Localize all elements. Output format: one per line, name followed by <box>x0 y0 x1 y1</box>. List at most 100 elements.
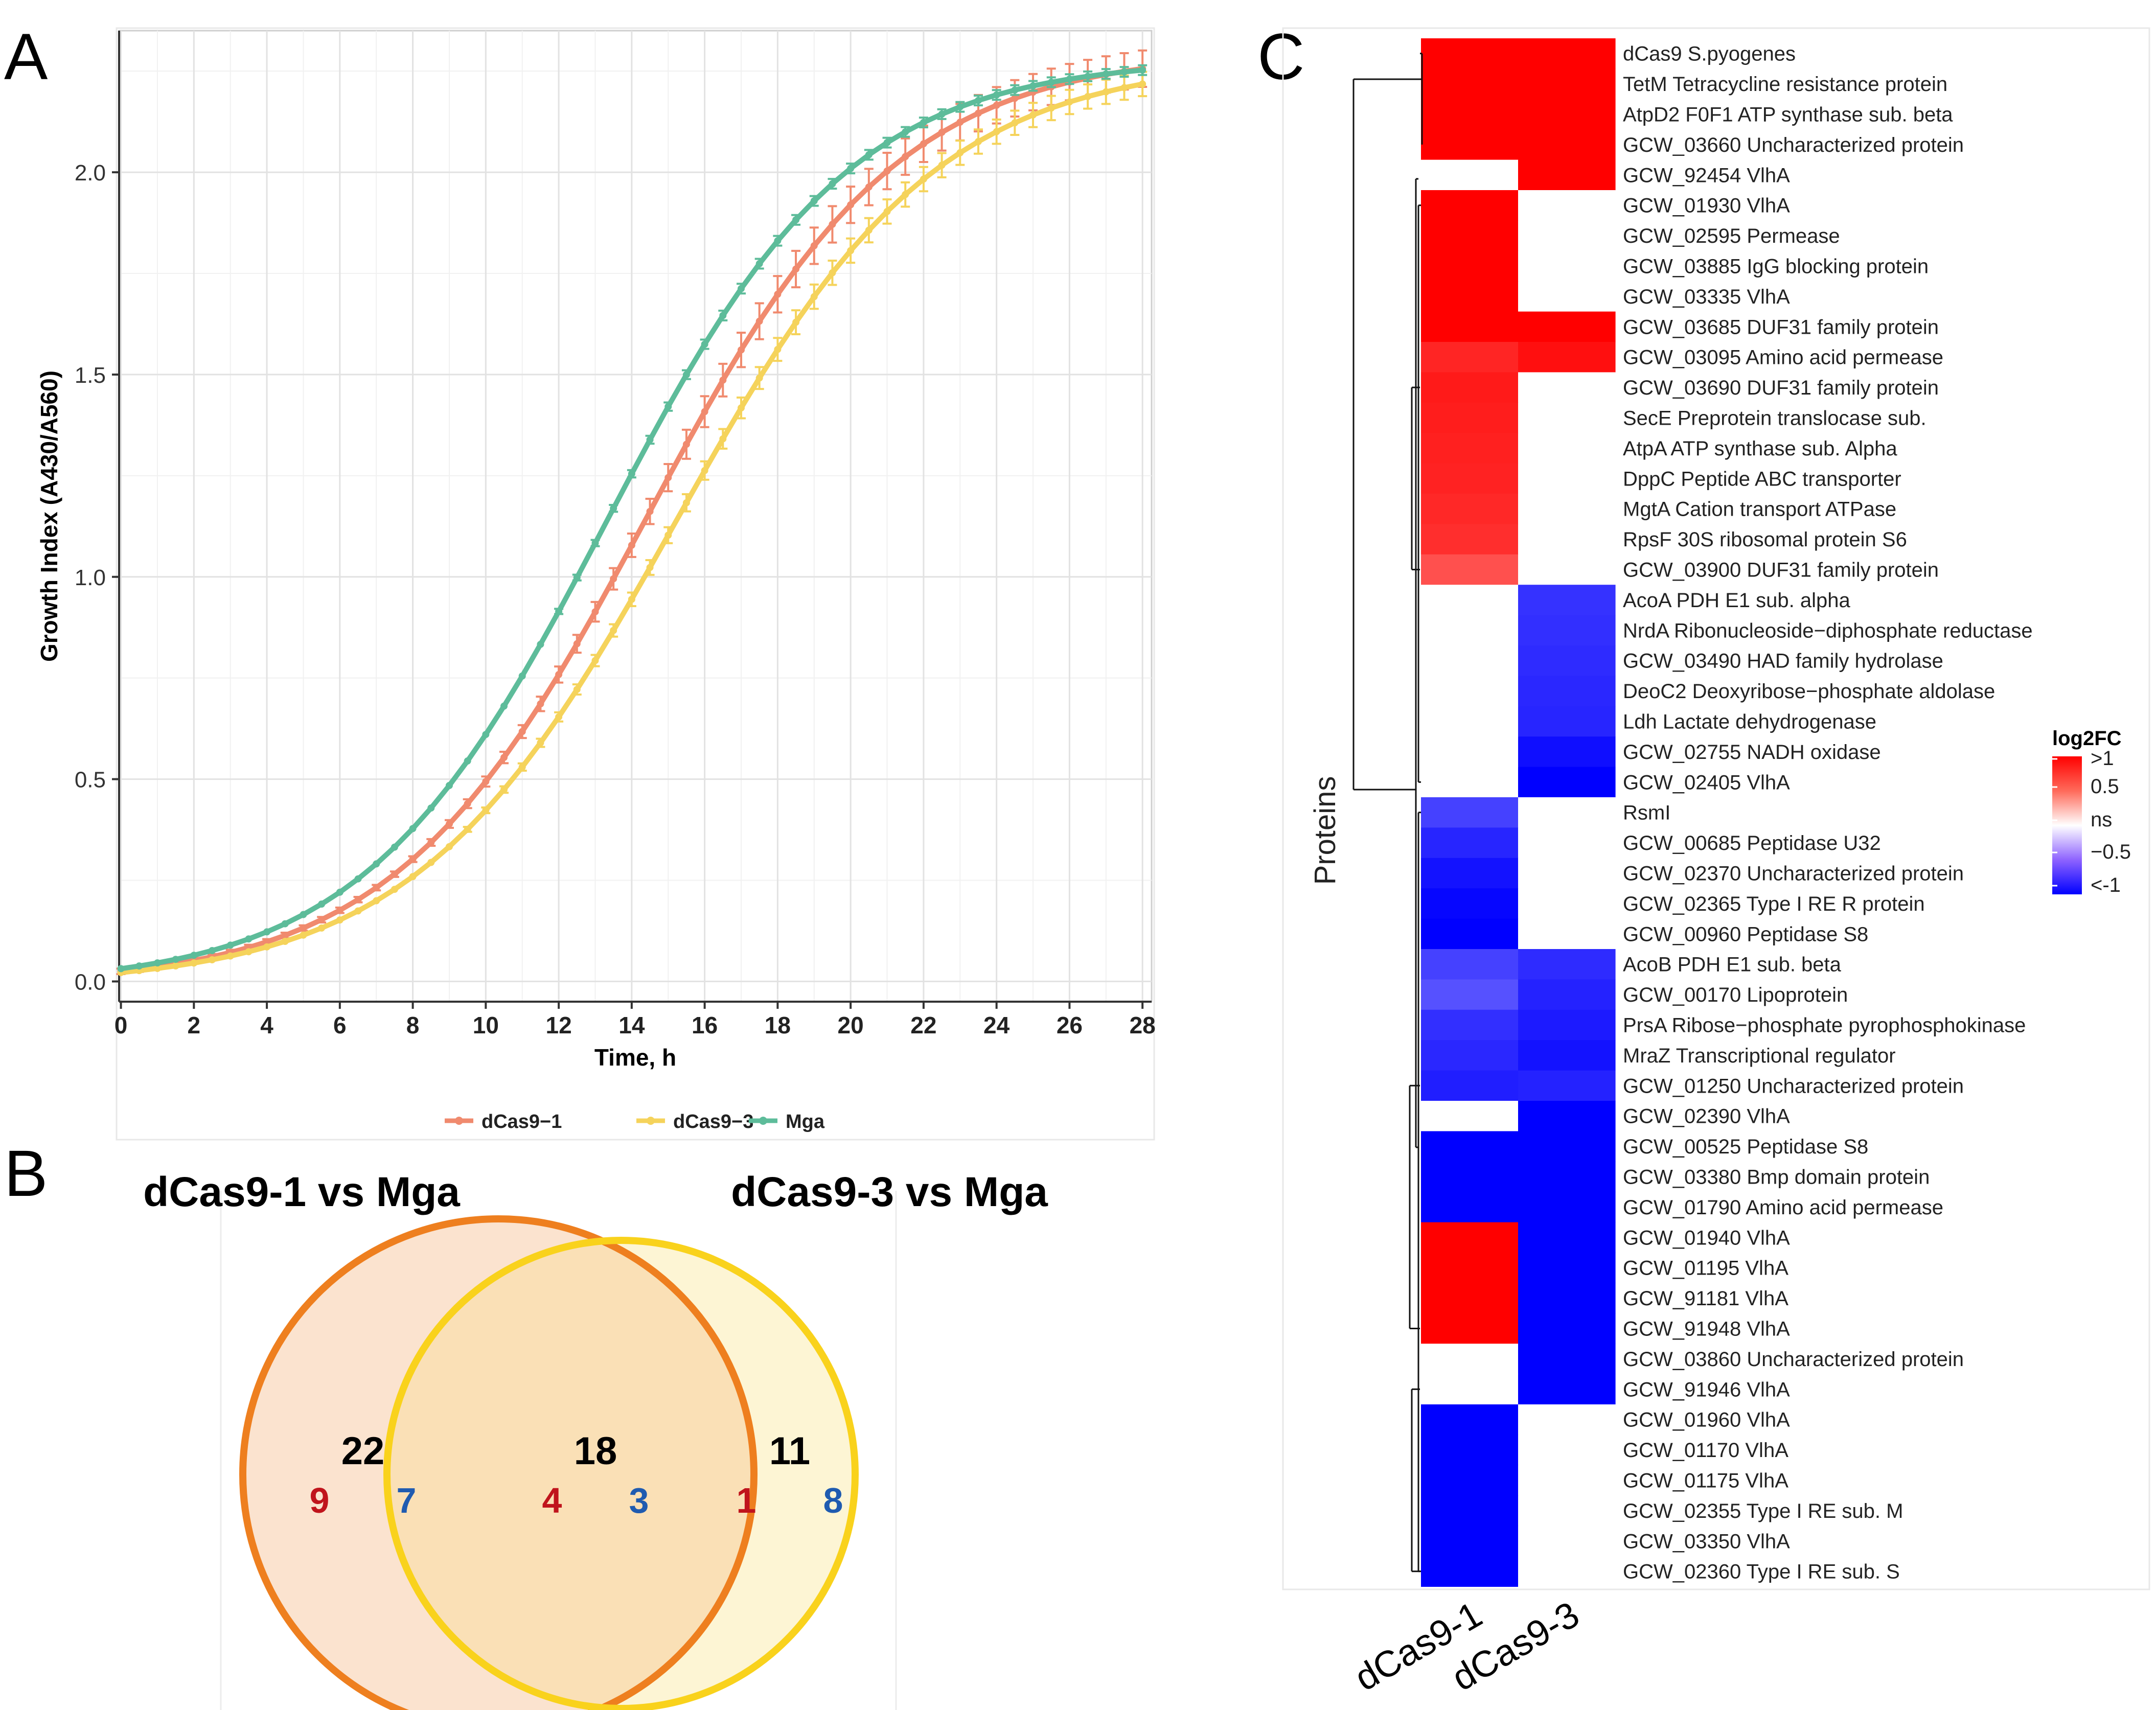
venn-intersection-down: 3 <box>629 1481 649 1520</box>
chart-a-point <box>737 346 745 354</box>
heatmap-cell <box>1518 767 1616 798</box>
heatmap-cell <box>1518 1222 1616 1253</box>
chart-a-point <box>281 938 289 945</box>
chart-a-point <box>755 260 763 268</box>
heatmap-cell <box>1518 1344 1616 1375</box>
chart-a-axes: 0 2 4 6 8 10 12 14 16 18 20 22 24 26 280.00.51.01.52.0 <box>75 31 1156 1038</box>
chart-a-x-tick-label: 20 <box>838 1012 864 1038</box>
heatmap-dendrogram <box>1352 53 1423 1573</box>
heatmap-cell <box>1518 1040 1616 1071</box>
chart-a-point <box>537 739 544 747</box>
chart-a-x-tick-label: 12 <box>546 1012 572 1038</box>
chart-a-point <box>482 806 490 814</box>
heatmap-cell <box>1518 311 1616 342</box>
chart-a-point <box>537 640 544 648</box>
chart-a-point <box>938 128 946 136</box>
heatmap-y-label: Proteins <box>1309 776 1342 885</box>
heatmap-cell <box>1518 1101 1616 1131</box>
heatmap-cell <box>1421 494 1519 524</box>
heatmap-cell <box>1518 190 1616 221</box>
heatmap-cell <box>1421 1040 1519 1071</box>
heatmap-cell <box>1518 494 1616 524</box>
chart-a-point <box>190 952 198 959</box>
heatmap-row-label: GCW_00170 Lipoprotein <box>1623 984 1848 1006</box>
heatmap-row-label: GCW_01940 VlhA <box>1623 1227 1790 1249</box>
heatmap-cell <box>1421 1009 1519 1041</box>
heatmap-row-label: GCW_01250 Uncharacterized protein <box>1623 1075 1964 1097</box>
heatmap-cell <box>1421 949 1519 980</box>
heatmap-row-label: RsmI <box>1623 802 1670 824</box>
chart-a-point <box>865 151 873 158</box>
chart-a-point <box>409 856 417 863</box>
chart-a-point <box>792 265 800 273</box>
chart-a-x-tick-label: 2 <box>188 1012 201 1038</box>
venn-set-2-only-down: 8 <box>823 1481 843 1520</box>
chart-a-point <box>701 408 708 415</box>
heatmap-cell <box>1518 858 1616 889</box>
heatmap-row-label: GCW_91948 VlhA <box>1623 1318 1790 1341</box>
heatmap-cell <box>1518 615 1616 646</box>
chart-a-point <box>829 269 836 276</box>
chart-a-point <box>865 226 873 234</box>
chart-a-point <box>719 435 727 443</box>
heatmap-row-label: PrsA Ribose−phosphate pyrophosphokinase <box>1623 1014 2026 1037</box>
chart-a-x-tick-label: 8 <box>406 1012 420 1038</box>
heatmap-cell <box>1421 433 1519 464</box>
heatmap-row-label: AtpA ATP synthase sub. Alpha <box>1623 437 1897 460</box>
heatmap-cell <box>1518 372 1616 403</box>
heatmap-row-label: DeoC2 Deoxyribose−phosphate aldolase <box>1623 680 1995 703</box>
chart-a-point <box>1084 73 1092 80</box>
chart-a-x-tick-label: 10 <box>473 1012 499 1038</box>
chart-a-series <box>116 49 1148 976</box>
chart-a-point <box>1066 98 1073 106</box>
heatmap-cell <box>1518 1526 1616 1557</box>
chart-a-point <box>373 897 380 905</box>
chart-a-x-tick-label: 0 <box>114 1012 128 1038</box>
panel-label-c: C <box>1257 20 1304 94</box>
chart-a-series-mga <box>117 64 1148 973</box>
chart-a-point <box>902 128 909 136</box>
chart-a-point <box>409 873 417 881</box>
chart-a-point <box>1084 93 1092 100</box>
heatmap-cell <box>1421 706 1519 737</box>
heatmap-row-label: GCW_03860 Uncharacterized protein <box>1623 1348 1964 1371</box>
chart-a-point <box>701 467 708 474</box>
chart-a-point <box>518 672 526 680</box>
panel-label-a: A <box>4 20 48 94</box>
chart-a-point <box>628 541 635 549</box>
heatmap-row-label: NrdA Ribonucleoside−diphosphate reductas… <box>1623 619 2033 642</box>
heatmap-row-label: GCW_03885 IgG blocking protein <box>1623 256 1929 278</box>
heatmap-row-label: GCW_02595 Permease <box>1623 225 1840 247</box>
heatmap-legend: log2FC>1 0.5 ns −0.5 <-1 <box>2052 727 2131 896</box>
heatmap-cell <box>1518 38 1616 69</box>
heatmap-row-label: GCW_03335 VlhA <box>1623 286 1790 308</box>
heatmap-cell <box>1518 949 1616 980</box>
chart-a-point <box>974 97 982 104</box>
chart-a-point <box>573 574 581 582</box>
chart-a-point <box>664 532 672 539</box>
chart-a-frame <box>116 27 1155 1141</box>
heatmap-row-label: AcoA PDH E1 sub. alpha <box>1623 589 1850 612</box>
heatmap-row-label: GCW_01930 VlhA <box>1623 195 1790 217</box>
heatmap-row-label: AtpD2 F0F1 ATP synthase sub. beta <box>1623 104 1953 126</box>
chart-a-point <box>1120 84 1128 91</box>
venn-set-1-only-total: 22 <box>341 1429 385 1473</box>
heatmap-cell <box>1518 1283 1616 1314</box>
heatmap-cell <box>1421 827 1519 859</box>
heatmap-cell <box>1518 736 1616 768</box>
chart-a-y-tick-label: 1.5 <box>75 363 106 388</box>
heatmap-cell <box>1421 979 1519 1010</box>
heatmap-cell <box>1518 99 1616 130</box>
chart-a-point <box>1139 66 1146 74</box>
chart-a-point <box>518 763 526 771</box>
chart-a-point <box>646 436 654 444</box>
heatmap-row-label: GCW_03685 DUF31 family protein <box>1623 316 1939 338</box>
chart-a-point <box>737 285 745 292</box>
heatmap-cell <box>1518 463 1616 494</box>
heatmap-cell <box>1421 797 1519 828</box>
heatmap-cells <box>1421 38 1616 1587</box>
chart-a-point <box>591 657 599 664</box>
chart-a-legend: dCas9−1 dCas9−3 Mga <box>445 1111 825 1133</box>
heatmap-cell <box>1518 676 1616 707</box>
chart-a-point <box>555 713 563 721</box>
